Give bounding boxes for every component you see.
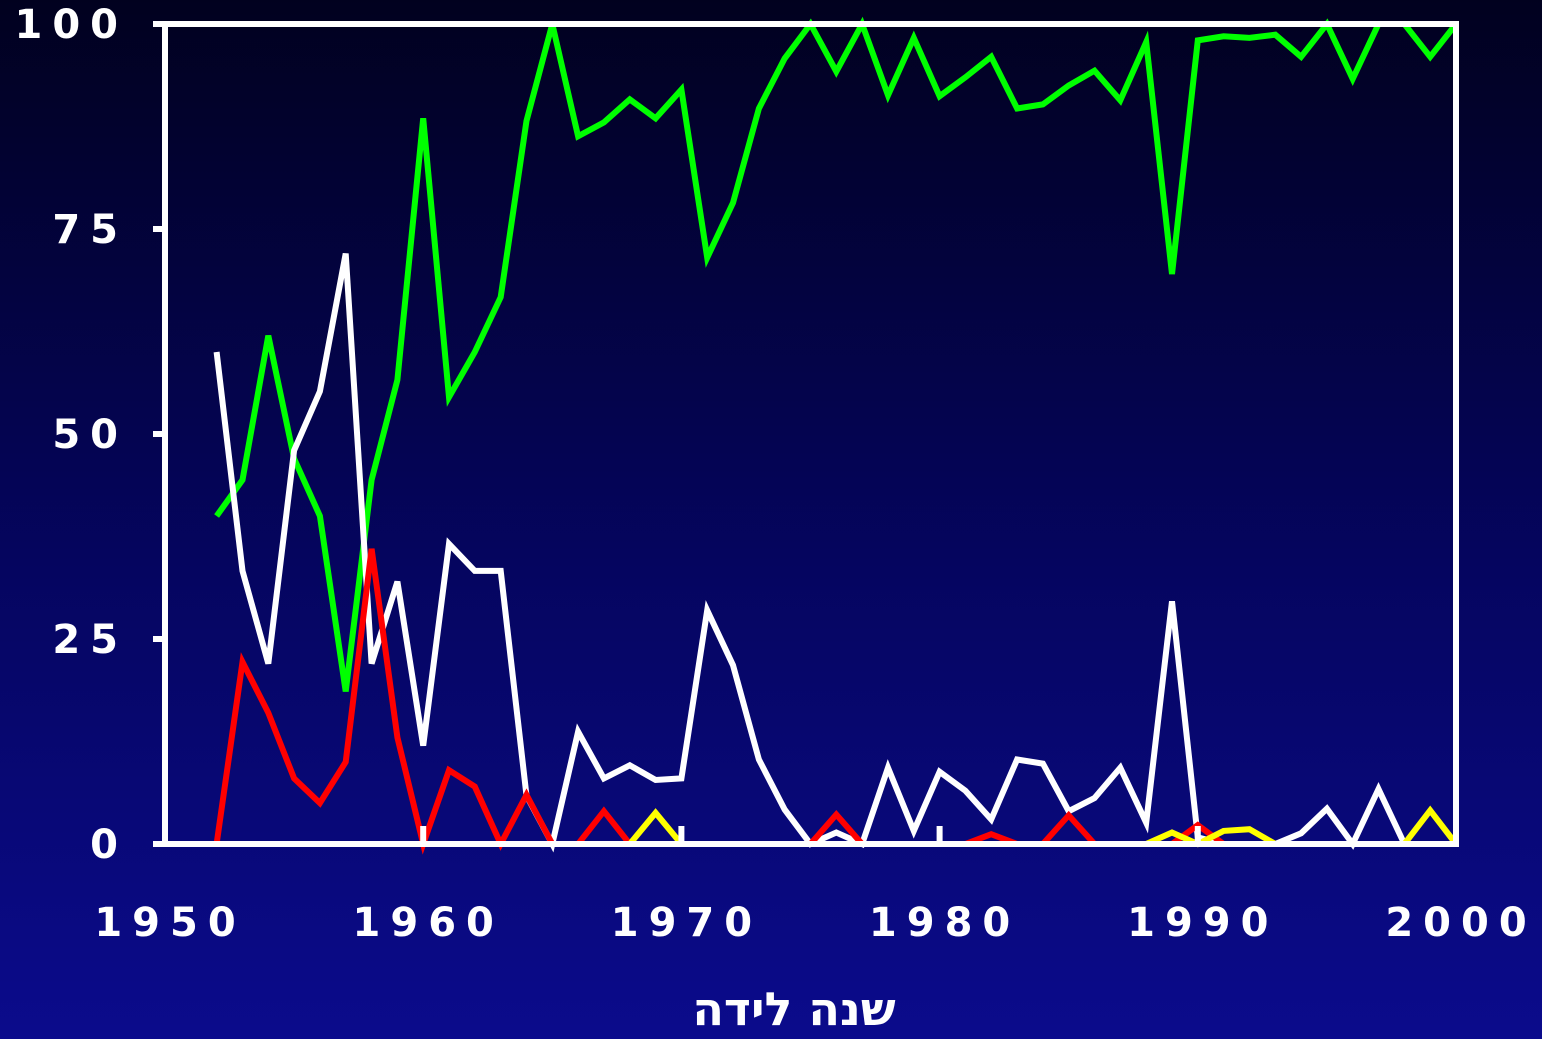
y-tick-label-3: 75 [52, 207, 128, 253]
y-tick-label-4: 100 [15, 2, 129, 48]
x-tick-label-0: 1950 [94, 900, 245, 946]
y-axis-ticks: 0 25 50 75 100 [15, 2, 165, 868]
x-tick-label-3: 1980 [869, 900, 1020, 946]
x-tick-label-2: 1970 [611, 900, 762, 946]
x-tick-label-4: 1990 [1127, 900, 1278, 946]
series-line-1 [214, 16, 1459, 692]
y-tick-label-1: 25 [52, 617, 128, 663]
series-line-3 [213, 548, 1456, 855]
series-layer [213, 16, 1459, 855]
x-axis-title: שנה לידה [692, 982, 895, 1036]
x-axis-ticks: 1950 1960 1970 1980 1990 2000 [94, 826, 1536, 946]
x-tick-label-1: 1960 [353, 900, 504, 946]
y-tick-label-2: 50 [52, 412, 128, 458]
x-tick-label-5: 2000 [1385, 900, 1536, 946]
y-tick-label-0: 0 [90, 822, 128, 868]
